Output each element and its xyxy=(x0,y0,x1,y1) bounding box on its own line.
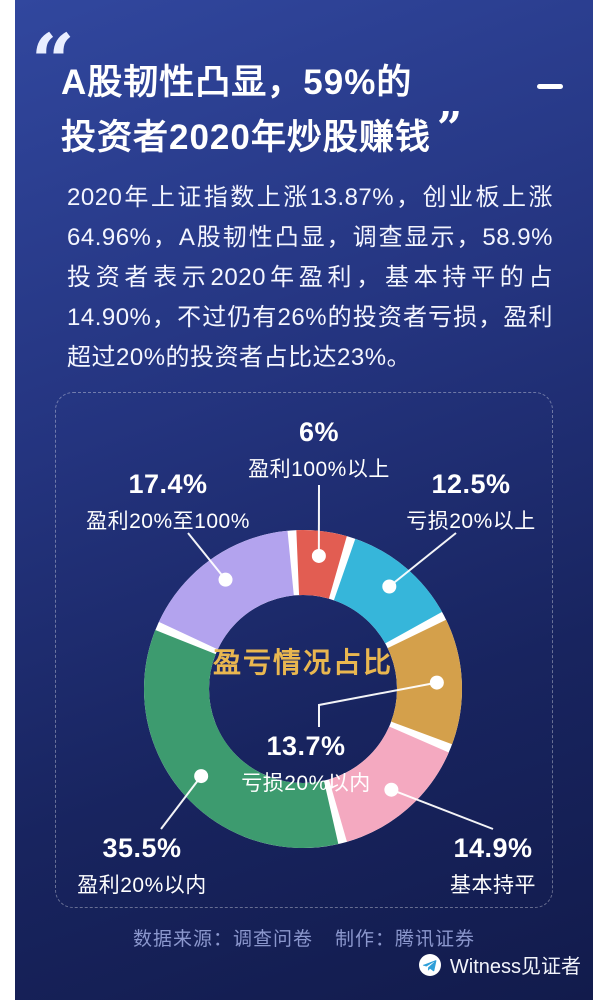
segment-label-loss-over-20: 12.5% 亏损20%以上 xyxy=(406,469,536,535)
donut-segment-0 xyxy=(296,530,347,599)
producer-text: 制作：腾讯证券 xyxy=(335,929,476,950)
page-title: A股韧性凸显，59%的 投资者2020年炒股赚钱” xyxy=(61,58,463,162)
segment-name: 亏损20%以上 xyxy=(406,510,536,533)
headline-line-1: A股韧性凸显，59%的 xyxy=(61,63,413,102)
chart-center-title: 盈亏情况占比 xyxy=(212,647,394,678)
headline-line-2: 投资者2020年炒股赚钱 xyxy=(61,118,431,157)
segment-value: 17.4% xyxy=(128,469,208,499)
donut-segment-2 xyxy=(387,619,462,745)
title-decoration-dash xyxy=(537,84,563,89)
segment-value: 35.5% xyxy=(102,833,182,863)
segment-marker-dot xyxy=(194,769,209,784)
chart-panel: 盈亏情况占比 6% 盈利100%以上 12.5% 亏损20%以上 13.7% 亏… xyxy=(55,392,553,908)
segment-label-break-even: 14.9% 基本持平 xyxy=(450,833,536,899)
segment-value: 13.7% xyxy=(266,731,346,761)
donut-chart xyxy=(144,484,494,848)
segment-name: 亏损20%以内 xyxy=(241,772,371,795)
segment-value: 14.9% xyxy=(453,833,533,863)
segment-label-profit-within-20: 35.5% 盈利20%以内 xyxy=(77,833,207,899)
intro-paragraph: 2020年上证指数上涨13.87%，创业板上涨64.96%，A股韧性凸显，调查显… xyxy=(67,184,553,371)
segment-label-profit-over-100: 6% 盈利100%以上 xyxy=(248,417,390,483)
label-connector-line xyxy=(187,532,227,581)
segment-marker-dot xyxy=(429,675,444,690)
donut-segment-4 xyxy=(144,630,339,848)
open-quote-mark: “ xyxy=(31,17,75,106)
label-connector-line xyxy=(318,681,438,727)
watermark-badge: Witness见证者 xyxy=(418,950,581,979)
segment-marker-dot xyxy=(382,579,397,594)
label-connector-line xyxy=(391,788,494,830)
segment-marker-dot xyxy=(218,572,233,587)
segment-marker-dot xyxy=(311,548,326,563)
segment-value: 6% xyxy=(298,417,340,447)
segment-name: 盈利100%以上 xyxy=(248,458,390,481)
close-quote-mark: ” xyxy=(436,103,464,154)
infographic-card: “ A股韧性凸显，59%的 投资者2020年炒股赚钱” 2020年上证指数上涨13… xyxy=(15,0,593,1000)
label-connector-line xyxy=(160,775,202,830)
watermark-text: Witness见证者 xyxy=(449,956,581,978)
segment-name: 盈利20%以内 xyxy=(77,874,207,897)
label-connector-line xyxy=(388,532,457,588)
segment-label-loss-within-20: 13.7% 亏损20%以内 xyxy=(241,731,371,797)
donut-segment-5 xyxy=(158,530,294,650)
credits: 数据来源：调查问卷 制作：腾讯证券 xyxy=(15,924,593,951)
segment-name: 盈利20%至100% xyxy=(86,510,250,533)
segment-marker-dot xyxy=(384,782,399,797)
segment-value: 12.5% xyxy=(431,469,511,499)
telegram-plane-icon xyxy=(418,953,442,977)
segment-label-profit-20-to-100: 17.4% 盈利20%至100% xyxy=(86,469,250,535)
data-source-text: 数据来源：调查问卷 xyxy=(132,929,313,950)
segment-name: 基本持平 xyxy=(450,874,536,897)
